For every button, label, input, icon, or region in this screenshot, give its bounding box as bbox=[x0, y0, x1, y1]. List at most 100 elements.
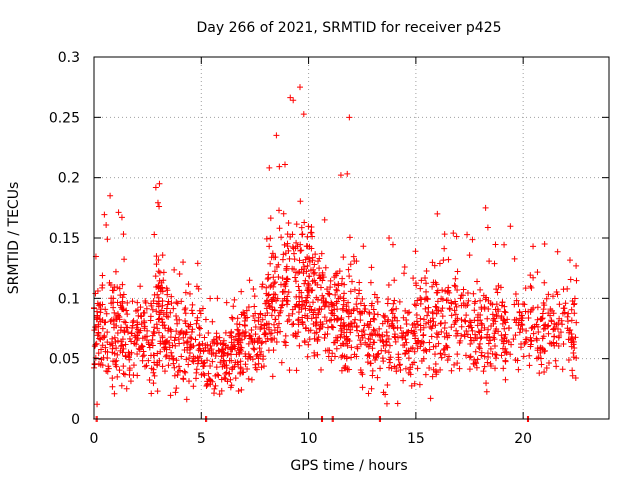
data-point bbox=[448, 312, 455, 319]
data-point bbox=[276, 163, 283, 170]
data-point bbox=[122, 319, 129, 326]
data-point bbox=[313, 294, 320, 301]
data-point bbox=[568, 334, 575, 341]
data-point bbox=[102, 306, 109, 313]
data-point bbox=[361, 302, 368, 309]
data-point bbox=[448, 299, 455, 306]
data-point bbox=[257, 311, 264, 318]
data-point bbox=[327, 277, 334, 284]
data-point bbox=[134, 299, 141, 306]
data-point bbox=[549, 293, 556, 300]
data-point bbox=[540, 325, 547, 332]
data-point bbox=[139, 335, 146, 342]
data-point bbox=[186, 349, 193, 356]
data-point bbox=[168, 300, 175, 307]
data-point bbox=[146, 344, 153, 351]
data-point bbox=[162, 353, 169, 360]
data-point bbox=[173, 312, 180, 319]
data-point bbox=[142, 298, 149, 305]
data-point bbox=[238, 336, 245, 343]
y-tick-label: 0.2 bbox=[58, 171, 80, 187]
data-point bbox=[231, 296, 238, 303]
data-point bbox=[502, 331, 509, 338]
data-point bbox=[543, 295, 550, 302]
data-point bbox=[409, 361, 416, 368]
data-point bbox=[380, 312, 387, 319]
data-point bbox=[361, 322, 368, 329]
data-point bbox=[200, 347, 207, 354]
data-point bbox=[456, 365, 463, 372]
data-point bbox=[384, 332, 391, 339]
data-point bbox=[386, 364, 393, 371]
data-point bbox=[308, 287, 315, 294]
data-point bbox=[559, 366, 566, 373]
data-point bbox=[103, 221, 110, 228]
data-point bbox=[312, 314, 319, 321]
data-point bbox=[458, 292, 465, 299]
data-point bbox=[193, 366, 200, 373]
data-point bbox=[306, 307, 313, 314]
data-point bbox=[101, 319, 108, 326]
data-point bbox=[432, 279, 439, 286]
data-point bbox=[346, 234, 353, 241]
data-point bbox=[520, 301, 527, 308]
data-point bbox=[347, 288, 354, 295]
data-point bbox=[168, 349, 175, 356]
data-point bbox=[289, 243, 296, 250]
data-point bbox=[323, 318, 330, 325]
data-point bbox=[279, 256, 286, 263]
data-point bbox=[345, 299, 352, 306]
data-point bbox=[269, 250, 276, 257]
data-point bbox=[94, 332, 101, 339]
data-point bbox=[512, 332, 519, 339]
data-point bbox=[219, 341, 226, 348]
data-point bbox=[297, 84, 303, 91]
data-point bbox=[183, 356, 190, 363]
data-point bbox=[124, 299, 131, 306]
data-point bbox=[477, 297, 484, 304]
data-point bbox=[136, 346, 143, 353]
data-point bbox=[401, 270, 408, 277]
data-point bbox=[115, 209, 122, 216]
data-point bbox=[92, 324, 99, 331]
data-point bbox=[452, 298, 459, 305]
data-point bbox=[379, 320, 386, 327]
data-point bbox=[371, 291, 378, 298]
data-point bbox=[552, 357, 559, 364]
data-point bbox=[538, 315, 545, 322]
data-point bbox=[484, 224, 491, 231]
data-point bbox=[293, 221, 300, 228]
data-point bbox=[218, 353, 225, 360]
data-point bbox=[493, 301, 500, 308]
data-point bbox=[302, 305, 309, 312]
data-point bbox=[108, 300, 115, 307]
data-point bbox=[284, 275, 291, 282]
data-point bbox=[434, 334, 441, 341]
data-point bbox=[458, 323, 465, 330]
data-point bbox=[213, 333, 220, 340]
data-point bbox=[429, 259, 436, 266]
data-point bbox=[369, 332, 376, 339]
data-point bbox=[503, 348, 510, 355]
data-point bbox=[278, 234, 285, 241]
data-point bbox=[95, 329, 102, 336]
data-point bbox=[356, 287, 363, 294]
data-point bbox=[287, 233, 294, 240]
data-point bbox=[471, 300, 478, 307]
data-point bbox=[250, 313, 257, 320]
data-point bbox=[189, 301, 196, 308]
data-point bbox=[448, 324, 455, 331]
data-point bbox=[450, 230, 457, 237]
data-point bbox=[310, 266, 317, 273]
data-point bbox=[111, 309, 118, 316]
data-point bbox=[379, 333, 386, 340]
data-point bbox=[545, 291, 552, 298]
data-point bbox=[163, 352, 170, 359]
data-point bbox=[385, 336, 392, 343]
data-point bbox=[294, 243, 301, 250]
data-point bbox=[301, 219, 308, 226]
data-point bbox=[131, 340, 138, 347]
data-point bbox=[353, 353, 360, 360]
data-point bbox=[181, 368, 188, 375]
data-point bbox=[328, 310, 335, 317]
